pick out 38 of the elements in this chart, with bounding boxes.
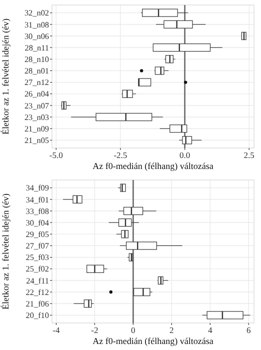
y-tick-label: 22_f12: [26, 288, 49, 297]
y-tick-label: 28_n11: [24, 43, 49, 52]
y-tick-label: 25_f03: [26, 253, 49, 262]
y-tick-label: 31_n08: [24, 20, 49, 30]
x-tick-label: -2: [91, 325, 98, 335]
y-tick-label: 24_f11: [26, 276, 49, 286]
y-tick-label: 34_f09: [26, 184, 49, 193]
x-tick-label: -5.0: [49, 150, 63, 160]
y-tick-label: 32_n02: [24, 8, 49, 18]
y-tick-label: 28_n10: [24, 55, 49, 64]
y-tick-label: 30_f04: [26, 218, 49, 228]
x-tick-label: 0.0: [179, 150, 190, 160]
x-tick-label: 2: [170, 325, 174, 335]
y-axis-title: Életkor az 1. felvétel idején (év): [0, 194, 10, 310]
x-axis-title: Az f0-medián (félhang) változása: [92, 336, 214, 346]
x-tick-label: 2.5: [244, 150, 254, 160]
y-tick-label: 30_n06: [24, 32, 49, 41]
x-tick-label: 6: [246, 325, 251, 335]
y-tick-label: 28_n01: [24, 66, 49, 76]
y-tick-label: 23_n03: [24, 112, 49, 122]
y-tick-label: 23_n07: [24, 101, 49, 110]
y-tick-label: 21_f06: [26, 299, 49, 308]
x-tick-label: -4: [52, 325, 61, 335]
y-tick-label: 26_n04: [24, 90, 49, 99]
y-tick-label: 27_n12: [24, 78, 49, 88]
y-tick-label: 27_f07: [26, 242, 49, 251]
y-tick-label: 34_f01: [26, 195, 49, 204]
y-axis-title: Életkor az 1. felvétel idején (év): [0, 18, 10, 134]
y-tick-label: 20_f10: [26, 311, 49, 320]
y-tick-label: 21_n09: [24, 124, 49, 134]
x-tick-label: 0: [131, 325, 136, 335]
y-tick-label: 25_f02: [26, 264, 49, 274]
y-tick-label: 33_f08: [26, 206, 49, 216]
x-axis-title: Az f0-medián (félhang) változása: [92, 161, 214, 171]
y-tick-label: 21_n05: [24, 136, 49, 146]
x-tick-label: 4: [208, 325, 214, 335]
y-tick-label: 29_f05: [26, 230, 49, 239]
x-tick-label: -2.5: [114, 150, 128, 160]
